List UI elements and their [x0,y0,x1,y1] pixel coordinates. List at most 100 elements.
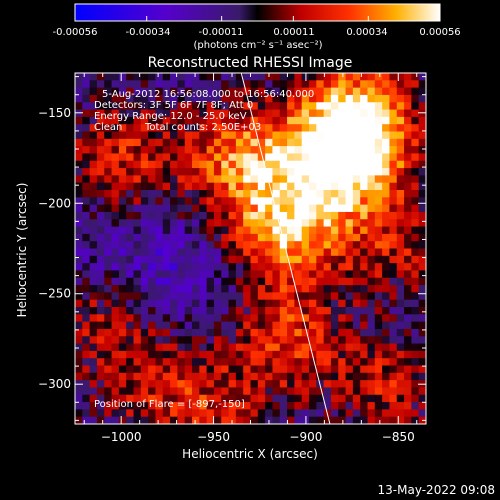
heatmap-cell [323,219,332,228]
heatmap-cell [411,204,420,213]
heatmap-cell [309,277,317,286]
heatmap-cell [192,365,200,374]
heatmap-cell [89,153,98,162]
heatmap-cell [199,233,208,242]
heatmap-cell [177,80,186,89]
heatmap-cell [89,314,98,323]
heatmap-cell [177,190,186,198]
heatmap-cell [352,372,361,381]
heatmap-cell [148,365,157,374]
heatmap-cell [360,409,369,418]
heatmap-cell [184,219,193,228]
heatmap-cell [382,328,391,337]
heatmap-cell [404,204,412,213]
heatmap-cell [213,263,222,272]
heatmap-cell [301,299,310,308]
heatmap-cell [170,116,178,125]
heatmap-cell [118,190,127,198]
heatmap-cell [345,116,354,125]
heatmap-cell [389,270,398,279]
heatmap-cell [404,190,412,198]
heatmap-cell [235,343,244,352]
heatmap-cell [170,402,178,410]
heatmap-cell [301,80,310,89]
heatmap-cell [206,102,215,111]
heatmap-cell [75,307,83,315]
heatmap-cell [250,146,259,155]
heatmap-cell [272,336,281,345]
heatmap-cell [287,211,295,220]
heatmap-cell [118,73,127,81]
heatmap-cell [221,263,230,272]
heatmap-cell [330,138,339,147]
heatmap-cell [192,182,200,191]
heatmap-cell [316,204,325,213]
heatmap-cell [213,204,222,213]
heatmap-cell [294,263,303,272]
heatmap-cell [374,204,383,213]
heatmap-cell [140,285,149,293]
heatmap-cell [257,175,266,184]
heatmap-cell [411,190,420,198]
heatmap-cell [243,380,252,389]
heatmap-cell [374,94,383,103]
heatmap-cell [213,328,222,337]
heatmap-cell [330,307,339,315]
heatmap-cell [265,153,274,162]
heatmap-cell [367,402,376,410]
heatmap-cell [382,350,391,359]
heatmap-cell [389,248,398,257]
heatmap-cell [140,138,149,147]
heatmap-cell [96,226,105,235]
heatmap-cell [126,409,135,418]
heatmap-cell [272,87,281,96]
heatmap-cell [199,124,208,133]
heatmap-cell [389,146,398,155]
heatmap-cell [111,277,120,286]
heatmap-cell [257,336,266,345]
heatmap-cell [140,350,149,359]
heatmap-cell [345,387,354,396]
heatmap-cell [352,270,361,279]
heatmap-cell [184,402,193,410]
heatmap-cell [352,263,361,272]
heatmap-cell [367,94,376,103]
heatmap-cell [272,73,281,81]
heatmap-cell [404,102,412,111]
heatmap-cell [323,372,332,381]
heatmap-cell [272,124,281,133]
heatmap-cell [228,197,237,206]
heatmap-cell [250,241,259,250]
heatmap-cell [89,204,98,213]
heatmap-cell [206,219,215,228]
heatmap-cell [338,168,347,176]
heatmap-cell [82,233,91,242]
heatmap-cell [287,307,295,315]
heatmap-cell [126,365,135,374]
heatmap-cell [272,277,281,286]
heatmap-cell [323,358,332,367]
heatmap-cell [192,190,200,198]
heatmap-cell [396,409,405,418]
heatmap-cell [382,124,391,133]
heatmap-cell [162,255,171,264]
heatmap-cell [272,204,281,213]
heatmap-cell [257,314,266,323]
heatmap-cell [170,219,178,228]
heatmap-cell [235,197,244,206]
heatmap-cell [213,160,222,169]
heatmap-cell [162,211,171,220]
heatmap-cell [257,372,266,381]
heatmap-cell [118,307,127,315]
heatmap-cell [352,416,361,424]
heatmap-cell [228,204,237,213]
heatmap-cell [75,314,83,323]
heatmap-cell [96,358,105,367]
heatmap-cell [352,197,361,206]
heatmap-cell [294,168,303,176]
heatmap-cell [184,94,193,103]
heatmap-cell [96,321,105,330]
heatmap-cell [309,80,317,89]
heatmap-cell [411,153,420,162]
heatmap-cell [111,73,120,81]
